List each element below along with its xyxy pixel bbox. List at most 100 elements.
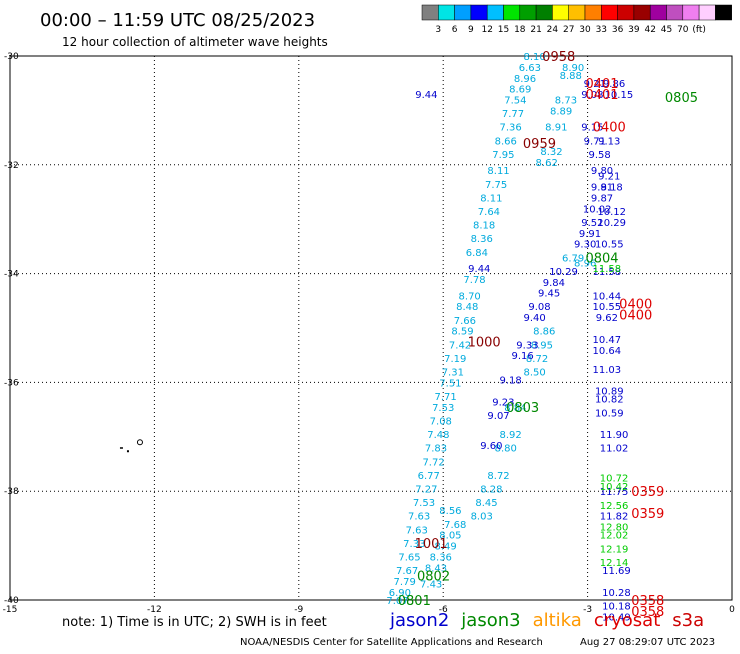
swh-value-label: 9.18	[601, 183, 623, 194]
swh-value-label: 6.79	[562, 253, 584, 264]
swh-value-label: 7.79	[394, 577, 416, 588]
pass-time-label: 0959	[523, 137, 556, 152]
swh-value-label: 7.53	[432, 403, 454, 414]
swh-value-label: 8.90	[562, 63, 584, 74]
swh-value-label: 7.67	[396, 566, 418, 577]
y-tick-label: -30	[4, 52, 19, 62]
swh-value-label: 8.96	[514, 74, 536, 85]
footnote: note: 1) Time is in UTC; 2) SWH is in fe…	[62, 615, 327, 630]
swh-value-label: 12.80	[600, 523, 629, 534]
credit-line: NOAA/NESDIS Center for Satellite Applica…	[240, 637, 543, 648]
y-tick-label: -34	[4, 270, 19, 280]
swh-value-label: 9.91	[579, 229, 601, 240]
swh-value-label: 8.89	[550, 106, 572, 117]
swh-value-label: 7.95	[492, 150, 514, 161]
swh-value-label: 8.49	[434, 542, 456, 553]
island-mark	[136, 439, 143, 446]
color-swatch	[438, 4, 455, 21]
color-scale-label: 3	[435, 25, 441, 35]
swh-value-label: 12.56	[600, 501, 629, 512]
color-swatch	[503, 4, 521, 21]
swh-value-label: 9.45	[538, 289, 560, 300]
chart-subtitle: 12 hour collection of altimeter wave hei…	[62, 35, 328, 49]
legend-item-s3a: s3a	[672, 610, 704, 631]
swh-value-label: 10.29	[549, 267, 578, 278]
swh-value-label: 7.75	[485, 180, 507, 191]
swh-value-label: 9.21	[598, 172, 620, 183]
swh-value-label: 8.72	[526, 354, 548, 365]
color-scale-label: 42	[644, 25, 655, 35]
pass-time-label: 0804	[585, 251, 618, 266]
x-tick-label: -15	[3, 605, 18, 615]
swh-value-label: 10.64	[593, 346, 622, 357]
swh-value-label: 9.13	[598, 136, 620, 147]
swh-value-label: 8.05	[439, 531, 461, 542]
y-tick-label: -36	[4, 378, 19, 388]
chart-title: 00:00 – 11:59 UTC 08/25/2023	[40, 10, 315, 31]
swh-value-label: 9.08	[528, 302, 550, 313]
pass-time-label: 0358	[631, 594, 664, 609]
swh-value-label: 8.84	[504, 403, 526, 414]
swh-value-label: 10.15	[605, 90, 634, 101]
swh-value-label: 7.54	[504, 96, 526, 107]
swh-value-label: 8.43	[425, 563, 447, 574]
x-tick-label: -6	[439, 605, 448, 615]
legend-item-cryosat: cryosat	[594, 610, 660, 631]
color-scale-label: 24	[547, 25, 559, 35]
swh-value-label: 11.69	[602, 566, 631, 577]
swh-value-label: 8.03	[471, 512, 493, 523]
swh-value-label: 9.87	[591, 193, 613, 204]
pass-time-label: 0401	[585, 77, 618, 92]
swh-value-label: 7.43	[420, 580, 442, 591]
swh-value-label: 8.11	[487, 166, 509, 177]
color-scale-label: (ft)	[692, 25, 706, 35]
swh-value-label: 8.96	[574, 259, 596, 270]
land-marks	[119, 439, 143, 453]
pass-time-label: 0803	[506, 401, 539, 416]
color-swatch	[519, 4, 537, 21]
swh-value-label: 9.23	[492, 397, 514, 408]
pass-time-label: 0358	[631, 605, 664, 620]
swh-value-label: 10.29	[597, 218, 626, 229]
pass-time-label: 0400	[619, 308, 652, 323]
color-swatch	[421, 4, 439, 21]
swh-value-label: 7.08	[430, 416, 452, 427]
y-tick-label: -40	[4, 596, 19, 606]
color-scale-bar: 3 6 9 12 15 18 21 24 27 30 33 36 39 42 45 70 (ft)	[421, 4, 732, 35]
color-scale-label: 30	[579, 25, 591, 35]
swh-value-label: 8.70	[459, 291, 481, 302]
swh-value-label: 10.02	[583, 204, 612, 215]
swh-value-label: 10.28	[602, 588, 631, 599]
swh-value-label: 9.58	[589, 150, 611, 161]
color-swatch	[584, 4, 602, 21]
pass-time-label: 0400	[593, 121, 626, 136]
swh-value-label: 9.40	[524, 313, 546, 324]
swh-value-label: 10.44	[593, 291, 622, 302]
swh-value-label: 7.27	[415, 484, 437, 495]
swh-value-label: 7.07	[386, 596, 408, 607]
swh-value-label: 8.92	[499, 430, 521, 441]
swh-value-label: 7.64	[478, 207, 500, 218]
swh-value-label: 6.63	[519, 63, 541, 74]
swh-value-label: 8.69	[509, 85, 531, 96]
color-scale-label: 9	[468, 25, 474, 35]
swh-value-label: 8.11	[480, 193, 502, 204]
swh-value-label: 9.84	[543, 278, 565, 289]
swh-value-label: 10.42	[600, 482, 629, 493]
color-scale-label: 12	[481, 25, 492, 35]
swh-value-label: 9.18	[499, 376, 521, 387]
color-scale-label: 33	[596, 25, 607, 35]
satellite-legend: jason2 jason3 altika cryosat s3a	[389, 610, 704, 631]
swh-value-label: 8.36	[471, 234, 493, 245]
island-mark	[119, 447, 123, 449]
swh-value-label: 7.63	[408, 512, 430, 523]
swh-value-label: 7.78	[463, 275, 485, 286]
swh-value-label: 8.91	[545, 123, 567, 134]
swh-value-label: 8.66	[495, 136, 517, 147]
swh-value-label: 9.44	[468, 264, 490, 275]
swh-value-label: 7.72	[422, 457, 444, 468]
color-swatch	[601, 4, 618, 21]
swh-value-label: 11.58	[593, 267, 622, 278]
swh-value-label: 8.10	[524, 52, 546, 63]
swh-value-label: 8.48	[456, 302, 478, 313]
